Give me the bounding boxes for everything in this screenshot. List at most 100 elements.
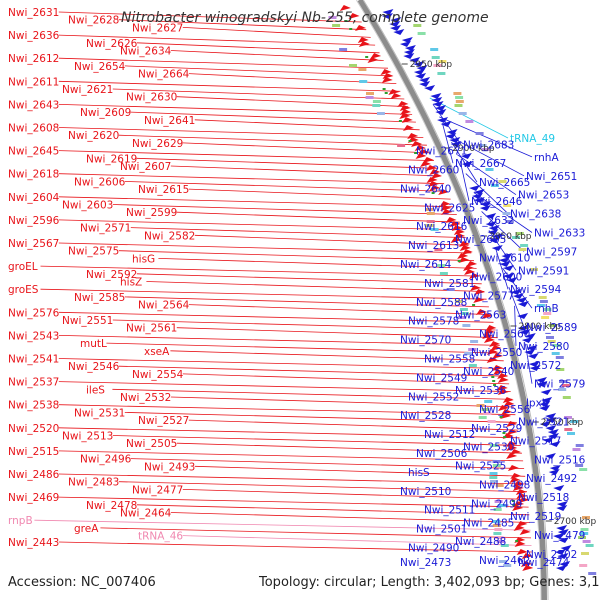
reverse-gene-arrow (485, 221, 497, 227)
forward-gene-arrow (407, 133, 419, 139)
category-block (548, 324, 557, 327)
reverse-gene-arrow (435, 109, 447, 115)
marker-tick (511, 500, 515, 502)
gene-label: ileS (86, 384, 105, 396)
gene-label: Nwi_2541 (8, 354, 59, 366)
category-block (430, 228, 439, 231)
gene-label: Nwi_2608 (8, 123, 59, 135)
gene-label: Nwi_2654 (74, 61, 126, 73)
gene-label: Nwi_2596 (8, 215, 60, 227)
category-block (561, 384, 570, 387)
leader-line (481, 211, 525, 252)
gene-label: Nwi_2643 (8, 99, 59, 111)
reverse-gene-arrow (517, 325, 529, 331)
reverse-gene-arrow (540, 389, 552, 395)
gene-label: rnhA (534, 152, 559, 164)
gene-label: Nwi_2530 (463, 442, 514, 454)
forward-gene-arrow (388, 89, 400, 95)
reverse-gene-arrow (502, 265, 514, 271)
category-block (413, 24, 422, 27)
reverse-gene-arrow (549, 465, 561, 471)
marker-tick (344, 20, 348, 22)
forward-gene-arrow (502, 397, 514, 403)
category-block (580, 528, 589, 531)
forward-gene-arrow (420, 161, 432, 167)
leader-line (58, 404, 516, 416)
category-block (496, 540, 505, 543)
forward-gene-arrow (439, 201, 451, 207)
leader-line (176, 96, 409, 108)
leader-line (488, 230, 517, 271)
gene-label: Nwi_2502 (526, 549, 577, 561)
gene-label: Nwi_2499 (471, 498, 522, 510)
category-block (433, 64, 442, 67)
reverse-gene-arrow (539, 421, 551, 427)
category-block (366, 92, 374, 95)
gene-label: Nwi_2606 (74, 176, 126, 188)
reverse-gene-arrow (413, 69, 425, 75)
category-block (458, 112, 467, 115)
category-block (493, 508, 502, 511)
category-block (470, 340, 479, 343)
category-block (582, 540, 591, 543)
reverse-gene-arrow (419, 81, 431, 87)
forward-gene-arrow (506, 421, 518, 427)
leader-line (40, 265, 480, 277)
reverse-gene-arrow (559, 561, 571, 567)
leader-line (112, 204, 457, 215)
category-block (439, 272, 448, 275)
gene-label: Nwi_2537 (8, 377, 59, 389)
gene-label: Nwi_2515 (8, 446, 59, 458)
forward-gene-arrow (498, 405, 510, 411)
gene-label: Nwi_2536 (455, 385, 507, 397)
leader-line (182, 535, 532, 546)
leader-line (130, 111, 416, 123)
forward-gene-arrow (390, 93, 402, 99)
gene-label: Nwi_2551 (62, 315, 113, 327)
reverse-gene-arrow (431, 97, 443, 103)
gene-label: Nwi_2582 (144, 230, 195, 242)
gene-label: Nwi_2585 (74, 292, 125, 304)
gene-label: mutL (80, 338, 107, 350)
inner-ring-guide (355, 0, 542, 600)
reverse-gene-arrow (492, 233, 504, 239)
gene-label: Nwi_2518 (518, 492, 569, 504)
reverse-gene-arrow (432, 101, 444, 107)
category-block (494, 500, 503, 503)
gene-label: Nwi_2628 (68, 15, 119, 27)
category-block (376, 112, 385, 115)
gene-label: Nwi_2589 (526, 322, 577, 334)
gene-label: Nwi_2543 (8, 330, 59, 342)
gene-label: Nwi_2528 (400, 410, 451, 422)
marker-tick (492, 380, 496, 382)
forward-gene-arrow (481, 313, 493, 319)
gene-label: Nwi_2488 (455, 536, 506, 548)
gene-label: Nwi_2579 (534, 379, 585, 391)
reverse-gene-arrow (473, 197, 485, 203)
reverse-gene-arrow (424, 85, 436, 91)
forward-gene-arrow (514, 541, 526, 547)
gene-label: Nwi_2485 (463, 517, 514, 529)
category-block (562, 396, 571, 399)
category-block (475, 132, 484, 135)
category-block (552, 344, 561, 347)
marker-tick (384, 92, 388, 94)
leader-line (58, 173, 445, 185)
category-block (539, 300, 548, 303)
leader-line (182, 373, 510, 385)
category-block (551, 352, 560, 355)
category-block (468, 348, 477, 351)
gene-label: Nwi_2588 (416, 297, 467, 309)
gene-label: Nwi_2629 (132, 138, 183, 150)
category-block (478, 144, 487, 147)
label-leader-lines (34, 11, 533, 553)
category-block (454, 104, 463, 107)
reverse-gene-arrow (499, 261, 511, 267)
leader-line (124, 296, 489, 308)
reverse-gene-arrow (450, 141, 462, 147)
gene-label: Nwi_2625 (424, 202, 475, 214)
gene-label: Nwi_2627 (132, 22, 183, 34)
leader-line (118, 250, 475, 262)
reverse-gene-arrow (560, 545, 572, 551)
reverse-gene-arrow (434, 105, 446, 111)
